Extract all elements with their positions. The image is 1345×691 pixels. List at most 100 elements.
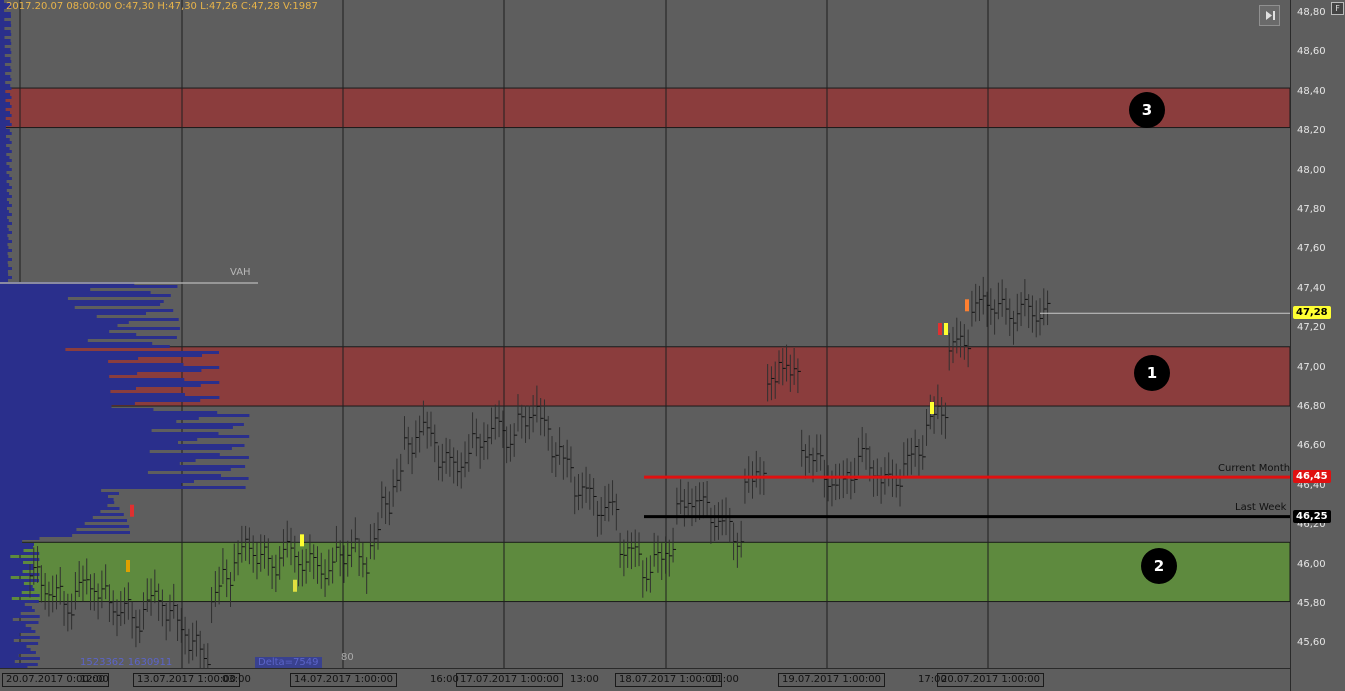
time-label: 20.07.2017 0:00:00 [2, 673, 109, 687]
price-tick: 45,60 [1297, 637, 1326, 649]
profile-bar [0, 84, 11, 87]
profile-bar [0, 138, 10, 141]
price-chart-area[interactable]: 2017.20.07 08:00:00 O:47,30 H:47,30 L:47… [0, 0, 1290, 668]
profile-bar [0, 645, 27, 648]
profile-bar [0, 141, 12, 144]
profile-bar [0, 531, 130, 534]
profile-bar [0, 396, 220, 399]
profile-bar [0, 318, 179, 321]
profile-bar [0, 165, 10, 168]
profile-bar [0, 648, 31, 651]
profile-bar [0, 111, 10, 114]
profile-bar [0, 642, 39, 645]
price-tick: 47,60 [1297, 243, 1326, 255]
zone-2-marker: 2 [1141, 548, 1177, 584]
profile-bar [0, 144, 7, 147]
time-label: 11:00 [710, 674, 739, 685]
profile-bar [0, 654, 19, 657]
profile-bar [0, 147, 10, 150]
chart-canvas[interactable] [0, 0, 1290, 668]
scroll-to-end-button[interactable] [1259, 5, 1280, 26]
profile-bar [0, 513, 124, 516]
profile-bar [0, 387, 136, 390]
profile-bar [0, 354, 202, 357]
profile-bar [0, 420, 177, 423]
skip-forward-icon [1266, 11, 1275, 20]
volume-highlight [126, 560, 130, 572]
profile-bar [0, 552, 40, 555]
profile-bar [0, 213, 12, 216]
profile-bar [0, 360, 109, 363]
profile-bar [0, 276, 12, 279]
profile-volume-stat: 1523362 1630911 [80, 657, 172, 668]
vah-label: VAH [230, 267, 251, 278]
profile-bar [0, 81, 6, 84]
profile-bar [0, 603, 25, 606]
profile-bar [0, 519, 127, 522]
profile-bar [0, 291, 151, 294]
profile-bar [0, 459, 196, 462]
profile-bar [0, 414, 250, 417]
profile-bar [0, 606, 32, 609]
profile-bar [0, 465, 246, 468]
profile-bar [0, 339, 88, 342]
price-axis[interactable]: 48,80 48,60 48,40 48,20 48,00 47,80 47,60 47,40… [1290, 0, 1345, 691]
profile-bar [0, 408, 154, 411]
price-tick: 47,80 [1297, 204, 1326, 215]
profile-bar [0, 180, 7, 183]
profile-bar [0, 126, 6, 129]
profile-bar [0, 570, 23, 573]
profile-bar [0, 78, 12, 81]
profile-bar [0, 384, 201, 387]
profile-bar [0, 216, 8, 219]
profile-bar [0, 411, 218, 414]
price-tick: 48,00 [1297, 164, 1326, 176]
profile-bar [0, 402, 135, 405]
volume-highlight [130, 504, 134, 517]
profile-bar [0, 435, 250, 438]
profile-bar [0, 333, 137, 336]
profile-bar [0, 393, 185, 396]
profile-bar [0, 528, 77, 531]
profile-bar [0, 3, 11, 6]
fullscreen-button[interactable]: F [1331, 2, 1344, 15]
profile-bar [0, 207, 7, 210]
profile-bar [0, 501, 115, 504]
profile-bar [0, 525, 130, 528]
profile-bar [0, 273, 9, 276]
profile-bar [0, 663, 38, 666]
profile-bar [0, 300, 164, 303]
profile-bar [0, 174, 10, 177]
price-tick: 47,00 [1297, 361, 1326, 373]
profile-bar [0, 330, 110, 333]
profile-bar [0, 243, 8, 246]
profile-bar [0, 399, 201, 402]
profile-bar [0, 264, 9, 267]
profile-bar [0, 588, 35, 591]
profile-bar [0, 540, 23, 543]
profile-bar [0, 63, 5, 66]
ohlc-readout: 2017.20.07 08:00:00 O:47,30 H:47,30 L:47… [6, 1, 318, 12]
profile-bar [0, 285, 178, 288]
profile-bar [0, 246, 9, 249]
profile-bar [0, 183, 10, 186]
time-axis[interactable]: 20.07.2017 0:00:00 12:00 13.07.2017 1:00:0… [0, 668, 1290, 691]
profile-bar [0, 75, 11, 78]
profile-bar [0, 567, 34, 570]
profile-bar [0, 612, 21, 615]
profile-bar [0, 6, 11, 9]
profile-bar [0, 453, 220, 456]
profile-bar [0, 15, 11, 18]
price-tick: 48,20 [1297, 125, 1326, 137]
profile-bar [0, 600, 39, 603]
profile-bar [0, 624, 26, 627]
profile-bar [0, 498, 114, 501]
profile-bar [0, 99, 6, 102]
volume-right: 1630911 [127, 657, 173, 668]
profile-bar [0, 468, 231, 471]
profile-bar [0, 234, 8, 237]
price-tick: 48,40 [1297, 85, 1326, 97]
profile-bar [0, 369, 202, 372]
profile-bar [0, 258, 12, 261]
profile-bar [0, 537, 40, 540]
